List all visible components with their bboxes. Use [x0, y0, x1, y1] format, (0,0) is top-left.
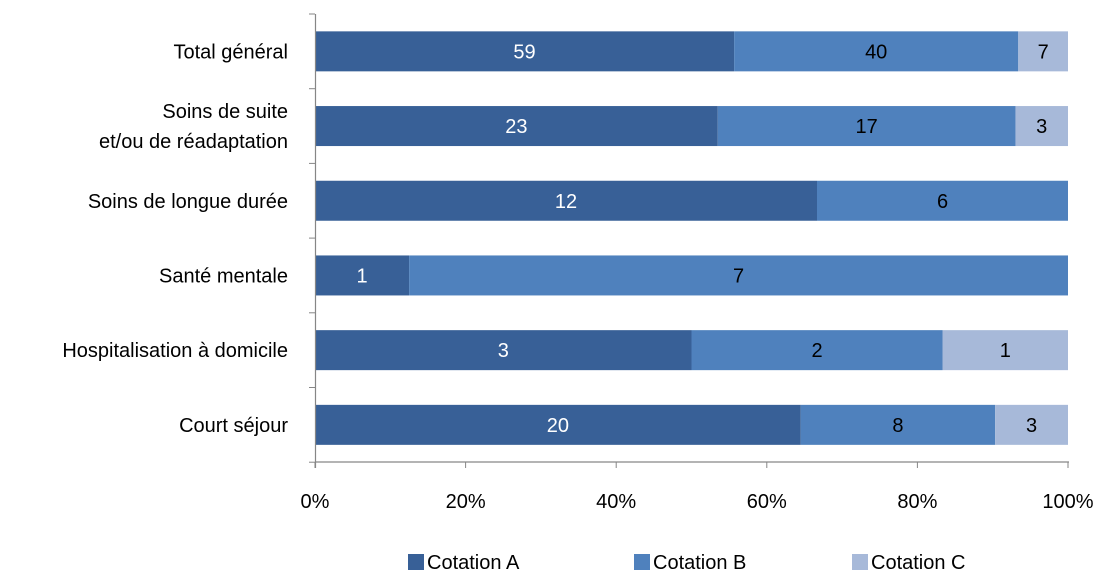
category-label: Santé mentale: [159, 265, 288, 287]
bar-value-label: 3: [1026, 415, 1037, 437]
bar-value-label: 7: [1038, 41, 1049, 63]
category-label: Soins de suite: [162, 101, 288, 123]
legend-swatch-cotation-b: [634, 554, 650, 570]
bar-value-label: 40: [865, 41, 887, 63]
bar-value-label: 23: [505, 116, 527, 138]
bar-value-label: 7: [733, 265, 744, 287]
legend-swatch-cotation-a: [408, 554, 424, 570]
legend-label-cotation-c: Cotation C: [871, 552, 966, 572]
bar-value-label: 8: [892, 415, 903, 437]
bar-soins-de-suite-et-ou-de-readaptation-cotation-c: [1015, 106, 1068, 147]
bar-sante-mentale-cotation-a: [315, 255, 410, 296]
bar-value-label: 12: [555, 191, 577, 213]
bar-soins-de-suite-et-ou-de-readaptation-cotation-a: [315, 106, 718, 147]
bar-hospitalisation-a-domicile-cotation-c: [942, 330, 1068, 371]
bar-value-label: 3: [498, 340, 509, 362]
x-tick-label: 60%: [747, 491, 787, 513]
x-tick-label: 20%: [446, 491, 486, 513]
category-label: et/ou de réadaptation: [99, 131, 288, 153]
bar-value-label: 59: [513, 41, 535, 63]
legend: Cotation A Cotation B Cotation C: [408, 552, 966, 572]
bar-soins-de-longue-duree-cotation-b: [817, 180, 1068, 221]
bar-value-label: 20: [547, 415, 569, 437]
bar-total-general-cotation-a: [315, 31, 735, 72]
bar-value-label: 1: [357, 265, 368, 287]
category-label: Soins de longue durée: [88, 191, 288, 213]
legend-label-cotation-a: Cotation A: [427, 552, 520, 572]
x-tick-label: 80%: [897, 491, 937, 513]
bar-hospitalisation-a-domicile-cotation-a: [315, 330, 692, 371]
bar-value-label: 17: [855, 116, 877, 138]
bar-value-label: 6: [937, 191, 948, 213]
legend-label-cotation-b: Cotation B: [653, 552, 746, 572]
category-label: Court séjour: [179, 415, 288, 437]
category-labels: Total général Soins de suite et/ou de réad…: [62, 41, 288, 437]
bar-value-label: 2: [811, 340, 822, 362]
bar-value-label: 1: [1000, 340, 1011, 362]
bar-hospitalisation-a-domicile-cotation-b: [691, 330, 943, 371]
category-label: Hospitalisation à domicile: [62, 340, 288, 362]
x-tick-label: 40%: [596, 491, 636, 513]
x-tick-label: 0%: [301, 491, 330, 513]
bar-value-label: 3: [1036, 116, 1047, 138]
bar-soins-de-longue-duree-cotation-a: [315, 180, 817, 221]
bars-group: 59 40 723 17 312 61 73 2 120 8 3: [315, 31, 1068, 445]
bar-court-sejour-cotation-a: [315, 404, 801, 445]
bar-court-sejour-cotation-c: [995, 404, 1068, 445]
axes: 0% 20% 40% 60% 80% 100%: [301, 13, 1094, 513]
bar-soins-de-suite-et-ou-de-readaptation-cotation-b: [717, 106, 1016, 147]
category-label: Total général: [173, 41, 288, 63]
x-tick-label: 100%: [1042, 491, 1093, 513]
bar-sante-mentale-cotation-b: [409, 255, 1068, 296]
bar-total-general-cotation-b: [734, 31, 1019, 72]
bar-court-sejour-cotation-b: [800, 404, 996, 445]
legend-swatch-cotation-c: [852, 554, 868, 570]
bar-total-general-cotation-c: [1018, 31, 1068, 72]
